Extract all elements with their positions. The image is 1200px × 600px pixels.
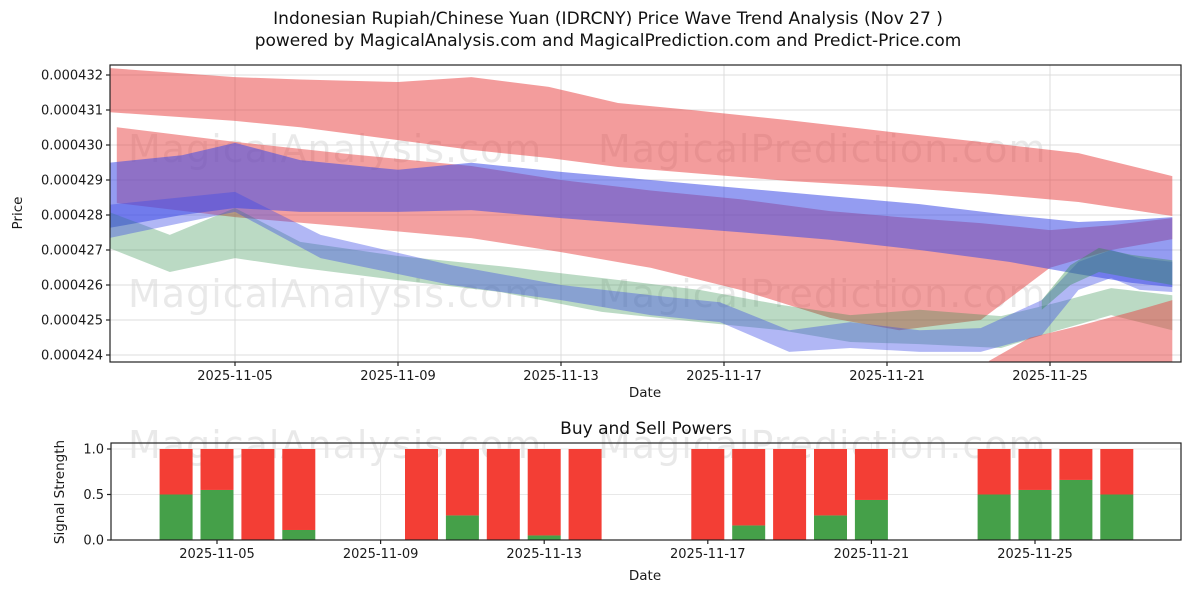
bar-buy-2025-11-27: [1100, 494, 1134, 540]
bar-sell-2025-11-04: [159, 449, 193, 495]
price-band-red_lower_right_wedge: [988, 300, 1173, 362]
x-tick-label: 2025-11-09: [343, 547, 419, 562]
bar-buy-2025-11-24: [977, 494, 1011, 540]
power-chart-title: Buy and Sell Powers: [560, 419, 732, 439]
x-tick-label: 2025-11-05: [197, 369, 273, 384]
y-tick-label: 0.000430: [41, 139, 103, 154]
bar-sell-2025-11-27: [1100, 449, 1134, 495]
bar-sell-2025-11-17: [691, 449, 725, 540]
bar-sell-2025-11-13: [527, 449, 561, 536]
y-tick-label: 0.000431: [41, 104, 103, 119]
y-tick-label: 0.000426: [41, 279, 103, 294]
y-tick-label: 1.0: [83, 443, 104, 458]
x-tick-label: 2025-11-13: [523, 369, 599, 384]
watermark-analysis-row2: MagicalAnalysis.com: [128, 272, 543, 316]
figure-title: Indonesian Rupiah/Chinese Yuan (IDRCNY) …: [0, 8, 1200, 52]
bar-sell-2025-11-05: [200, 449, 234, 490]
price-ylabel: Price: [10, 197, 26, 230]
y-tick-label: 0.000424: [41, 349, 103, 364]
bar-sell-2025-11-20: [814, 449, 847, 516]
x-tick-label: 2025-11-21: [849, 369, 925, 384]
bar-buy-2025-11-07: [282, 529, 316, 540]
bar-sell-2025-11-18: [732, 449, 766, 526]
bar-buy-2025-11-11: [445, 515, 479, 540]
bar-sell-2025-11-21: [854, 449, 888, 500]
price-band-blue_lower_band: [110, 191, 1173, 352]
price-band-green_right_knot: [1041, 247, 1173, 310]
y-tick-label: 0.0: [83, 534, 104, 549]
y-tick-label: 0.000425: [41, 314, 103, 329]
x-tick-label: 2025-11-13: [506, 547, 582, 562]
bar-sell-2025-11-07: [282, 449, 316, 530]
bar-buy-2025-11-18: [732, 525, 766, 540]
x-tick-label: 2025-11-17: [686, 369, 762, 384]
bar-buy-2025-11-04: [159, 494, 193, 540]
bar-sell-2025-11-14: [568, 449, 602, 540]
y-tick-label: 0.000429: [41, 174, 103, 189]
y-tick-label: 0.5: [83, 488, 104, 503]
x-tick-label: 2025-11-17: [670, 547, 746, 562]
bar-sell-2025-11-10: [405, 449, 438, 540]
bar-buy-2025-11-13: [527, 535, 561, 540]
price-band-green_main_band: [110, 208, 1173, 348]
x-tick-label: 2025-11-21: [834, 547, 910, 562]
price-band-blue_main_band: [110, 142, 1173, 288]
x-tick-label: 2025-11-25: [997, 547, 1073, 562]
bar-buy-2025-11-25: [1018, 489, 1052, 540]
y-tick-label: 0.000432: [41, 69, 103, 84]
price-band-upper_red_band: [110, 68, 1173, 216]
power-plot-frame: [110, 442, 1182, 541]
bar-buy-2025-11-05: [200, 489, 234, 540]
figure-title-line1: Indonesian Rupiah/Chinese Yuan (IDRCNY) …: [273, 9, 943, 29]
figure-title-line2: powered by MagicalAnalysis.com and Magic…: [254, 31, 962, 51]
bar-buy-2025-11-20: [814, 515, 847, 540]
price-xlabel: Date: [629, 385, 661, 401]
y-tick-label: 0.000428: [41, 209, 103, 224]
bar-buy-2025-11-26: [1059, 479, 1093, 540]
y-tick-label: 0.000427: [41, 244, 103, 259]
x-tick-label: 2025-11-05: [179, 547, 255, 562]
bar-sell-2025-11-11: [445, 449, 479, 516]
power-ylabel: Signal Strength: [52, 440, 68, 544]
bar-sell-2025-11-24: [977, 449, 1011, 495]
power-chart: 0.0 0.5 1.0 2025-11-05 2025-11-09 2025-11-13 2…: [83, 442, 1182, 562]
bar-sell-2025-11-26: [1059, 449, 1093, 480]
bar-sell-2025-11-25: [1018, 449, 1052, 490]
price-plot-frame: [109, 64, 1182, 363]
x-tick-label: 2025-11-25: [1012, 369, 1088, 384]
price-bands: [110, 68, 1173, 362]
bar-buy-2025-11-21: [854, 499, 888, 540]
x-tick-label: 2025-11-09: [360, 369, 436, 384]
bar-sell-2025-11-12: [486, 449, 520, 540]
bar-sell-2025-11-06: [241, 449, 275, 540]
price-chart: 0.000424 0.000425 0.000426 0.000427 0.000428…: [41, 64, 1182, 384]
bar-sell-2025-11-19: [773, 449, 807, 540]
power-xlabel: Date: [629, 568, 661, 584]
